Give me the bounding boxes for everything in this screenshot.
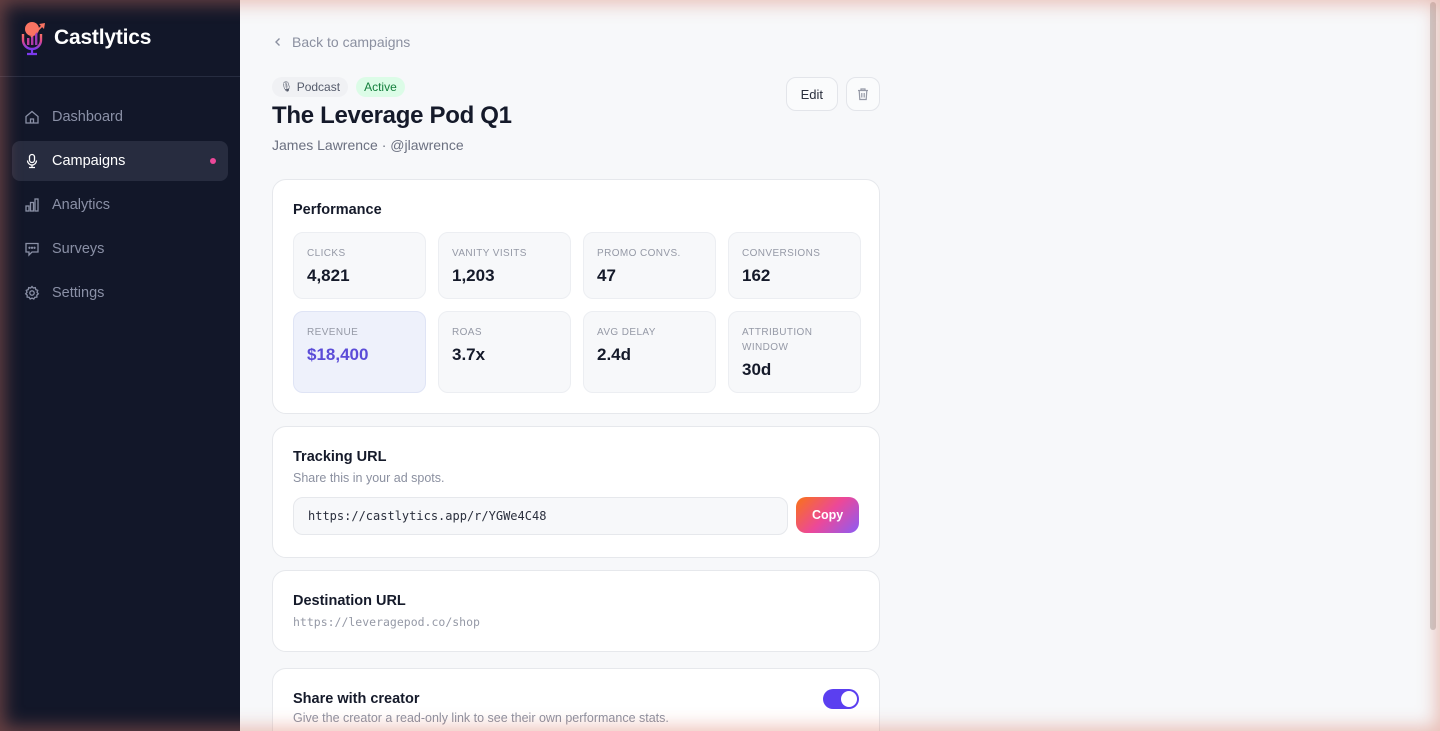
metric-promo-convs: Promo Convs. 47 bbox=[583, 232, 716, 299]
copy-button[interactable]: Copy bbox=[796, 497, 859, 533]
trash-icon bbox=[858, 88, 868, 101]
metric-value: 3.7x bbox=[452, 345, 486, 364]
page-title: The Leverage Pod Q1 bbox=[272, 102, 512, 129]
tracking-url-card: Tracking URL Share this in your ad spots… bbox=[272, 426, 880, 558]
toggle-knob bbox=[841, 691, 857, 707]
metric-value: 4,821 bbox=[307, 266, 350, 285]
back-to-campaigns-link[interactable]: Back to campaigns bbox=[272, 34, 410, 50]
metric-value: 2.4d bbox=[597, 345, 632, 364]
metric-attribution-window: Attribution Window 30d bbox=[728, 311, 861, 393]
share-description: Give the creator a read-only link to see… bbox=[293, 711, 669, 725]
chat-bubble-icon bbox=[24, 241, 40, 257]
metric-label: Conversions bbox=[742, 248, 821, 259]
metrics-grid: Clicks 4,821 Vanity Visits 1,203 Promo C… bbox=[293, 232, 861, 393]
tracking-url-title: Tracking URL bbox=[293, 449, 387, 465]
metric-label: Avg Delay bbox=[597, 327, 656, 338]
sidebar-item-settings[interactable]: Settings bbox=[12, 273, 228, 313]
share-with-creator-card: Share with creator Give the creator a re… bbox=[272, 668, 880, 731]
metric-value: $18,400 bbox=[307, 345, 369, 364]
metric-roas: ROAS 3.7x bbox=[438, 311, 571, 393]
metric-label: Promo Convs. bbox=[597, 248, 681, 259]
metric-label: Revenue bbox=[307, 327, 359, 338]
sidebar-item-label: Analytics bbox=[52, 197, 111, 213]
metric-conversions: Conversions 162 bbox=[728, 232, 861, 299]
bar-chart-icon bbox=[24, 197, 40, 213]
metric-value: 162 bbox=[742, 266, 771, 285]
notification-dot bbox=[210, 158, 216, 164]
back-link-label: Back to campaigns bbox=[292, 34, 411, 50]
microphone-icon bbox=[24, 153, 40, 169]
sidebar-item-label: Dashboard bbox=[52, 109, 123, 125]
metric-label: Clicks bbox=[307, 248, 346, 259]
sidebar-item-label: Settings bbox=[52, 285, 105, 301]
metric-label: Attribution Window bbox=[742, 327, 813, 353]
main-content: Back to campaigns 🎙 Podcast Active The L… bbox=[240, 0, 1440, 731]
sidebar-item-surveys[interactable]: Surveys bbox=[12, 229, 228, 269]
sidebar-item-label: Surveys bbox=[52, 241, 105, 257]
metric-avg-delay: Avg Delay 2.4d bbox=[583, 311, 716, 393]
sidebar-nav: Dashboard Campaigns Analytics Surveys bbox=[0, 77, 240, 337]
brand[interactable]: Castlytics bbox=[0, 0, 240, 77]
edit-button[interactable]: Edit bbox=[785, 77, 838, 111]
tracking-url-description: Share this in your ad spots. bbox=[293, 471, 445, 485]
gear-icon bbox=[24, 285, 40, 301]
destination-url-value: https://leveragepod.co/shop bbox=[293, 615, 480, 629]
tracking-url-row: https://castlytics.app/r/YGWe4C48 Copy bbox=[293, 497, 859, 535]
creator-subtitle: James Lawrence · @jlawrence bbox=[272, 137, 464, 153]
campaign-tags: 🎙 Podcast Active bbox=[272, 77, 405, 97]
sidebar: Castlytics Dashboard Campaigns Anal bbox=[0, 0, 240, 731]
scrollbar[interactable] bbox=[1430, 2, 1436, 630]
microphone-icon: 🎙 bbox=[280, 81, 293, 93]
castlytics-logo-icon bbox=[21, 22, 45, 56]
performance-title: Performance bbox=[293, 202, 382, 218]
type-tag: 🎙 Podcast bbox=[272, 77, 349, 97]
metric-vanity-visits: Vanity Visits 1,203 bbox=[438, 232, 571, 299]
tracking-url-field[interactable]: https://castlytics.app/r/YGWe4C48 bbox=[293, 497, 789, 535]
header-actions: Edit bbox=[785, 77, 880, 111]
home-icon bbox=[24, 109, 40, 125]
metric-label: ROAS bbox=[452, 327, 482, 338]
chevron-left-icon bbox=[275, 38, 280, 46]
share-title: Share with creator bbox=[293, 691, 420, 707]
sidebar-item-dashboard[interactable]: Dashboard bbox=[12, 97, 228, 137]
sidebar-item-label: Campaigns bbox=[52, 153, 126, 169]
metric-clicks: Clicks 4,821 bbox=[293, 232, 426, 299]
sidebar-item-analytics[interactable]: Analytics bbox=[12, 185, 228, 225]
sidebar-item-campaigns[interactable]: Campaigns bbox=[12, 141, 228, 181]
destination-url-card: Destination URL https://leveragepod.co/s… bbox=[272, 570, 880, 652]
type-tag-label: Podcast bbox=[296, 80, 341, 94]
metric-label: Vanity Visits bbox=[452, 248, 527, 259]
brand-name: Castlytics bbox=[54, 26, 152, 49]
metric-value: 1,203 bbox=[452, 266, 495, 285]
metric-value: 30d bbox=[742, 360, 772, 379]
delete-button[interactable] bbox=[846, 77, 880, 111]
destination-url-title: Destination URL bbox=[293, 593, 406, 609]
share-toggle[interactable] bbox=[823, 689, 859, 709]
metric-revenue: Revenue $18,400 bbox=[293, 311, 426, 393]
performance-card: Performance Clicks 4,821 Vanity Visits 1… bbox=[272, 179, 880, 414]
status-badge: Active bbox=[356, 77, 405, 97]
metric-value: 47 bbox=[597, 266, 616, 285]
